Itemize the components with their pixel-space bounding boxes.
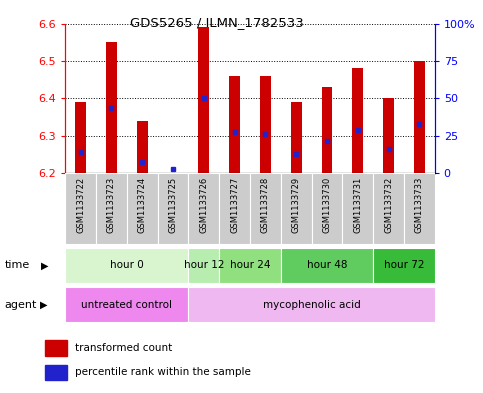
Bar xyxy=(281,248,373,283)
Bar xyxy=(281,173,312,244)
Bar xyxy=(250,173,281,244)
Bar xyxy=(219,248,281,283)
Bar xyxy=(106,42,117,173)
Text: GSM1133732: GSM1133732 xyxy=(384,176,393,233)
Bar xyxy=(188,287,435,322)
Bar xyxy=(65,287,188,322)
Text: mycophenolic acid: mycophenolic acid xyxy=(263,299,360,310)
Text: GSM1133726: GSM1133726 xyxy=(199,176,208,233)
Bar xyxy=(373,173,404,244)
Bar xyxy=(291,102,301,173)
Text: time: time xyxy=(5,260,30,270)
Bar xyxy=(414,61,425,173)
Bar xyxy=(404,173,435,244)
Bar xyxy=(188,248,219,283)
Bar xyxy=(352,68,363,173)
Text: GSM1133725: GSM1133725 xyxy=(169,176,177,233)
Text: hour 12: hour 12 xyxy=(184,260,224,270)
Text: ▶: ▶ xyxy=(41,260,49,270)
Bar xyxy=(137,121,148,173)
Text: ▶: ▶ xyxy=(40,299,48,310)
Bar xyxy=(45,365,67,380)
Bar xyxy=(383,98,394,173)
Text: GSM1133733: GSM1133733 xyxy=(415,176,424,233)
Text: GDS5265 / ILMN_1782533: GDS5265 / ILMN_1782533 xyxy=(130,16,304,29)
Text: GSM1133727: GSM1133727 xyxy=(230,176,239,233)
Bar xyxy=(75,102,86,173)
Text: GSM1133724: GSM1133724 xyxy=(138,176,147,233)
Text: GSM1133728: GSM1133728 xyxy=(261,176,270,233)
Bar xyxy=(65,173,96,244)
Text: transformed count: transformed count xyxy=(74,343,172,353)
Bar xyxy=(322,87,332,173)
Text: hour 48: hour 48 xyxy=(307,260,347,270)
Bar xyxy=(127,173,157,244)
Text: hour 0: hour 0 xyxy=(110,260,143,270)
Bar xyxy=(65,248,188,283)
Bar xyxy=(157,173,188,244)
Bar xyxy=(199,27,209,173)
Text: percentile rank within the sample: percentile rank within the sample xyxy=(74,367,250,377)
Text: GSM1133730: GSM1133730 xyxy=(323,176,331,233)
Text: untreated control: untreated control xyxy=(81,299,172,310)
Bar xyxy=(260,76,271,173)
Bar xyxy=(342,173,373,244)
Text: GSM1133729: GSM1133729 xyxy=(292,176,300,233)
Text: GSM1133723: GSM1133723 xyxy=(107,176,116,233)
Bar xyxy=(373,248,435,283)
Bar xyxy=(219,173,250,244)
Bar xyxy=(229,76,240,173)
Bar xyxy=(45,340,67,356)
Bar xyxy=(188,173,219,244)
Text: hour 72: hour 72 xyxy=(384,260,424,270)
Text: hour 24: hour 24 xyxy=(230,260,270,270)
Bar xyxy=(96,173,127,244)
Bar xyxy=(312,173,342,244)
Text: agent: agent xyxy=(5,299,37,310)
Text: GSM1133731: GSM1133731 xyxy=(353,176,362,233)
Text: GSM1133722: GSM1133722 xyxy=(76,176,85,233)
